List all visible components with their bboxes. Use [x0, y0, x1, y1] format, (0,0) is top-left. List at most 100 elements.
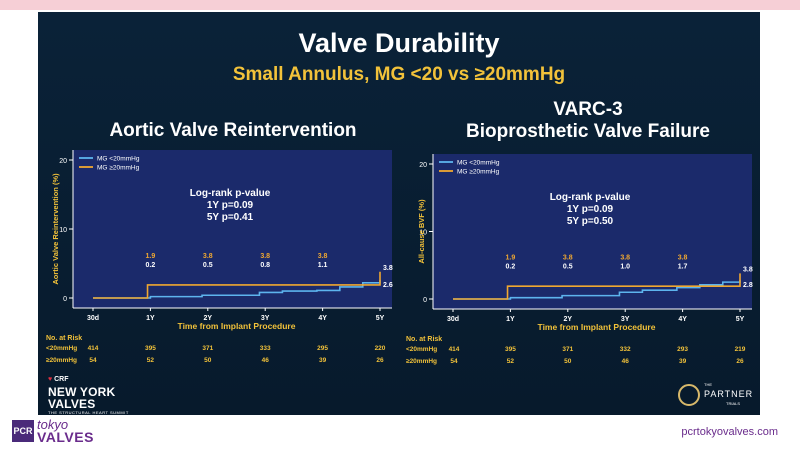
chart-2-y-tick-label: 10	[419, 230, 427, 237]
chart-1-title: Aortic Valve Reintervention	[109, 120, 357, 141]
chart-2-plot-bg	[433, 154, 752, 309]
chart-1-point-label-lo: 0.2	[146, 262, 156, 269]
chart-1-point-label-lo: 1.1	[318, 262, 328, 269]
crf-label: CRF	[54, 376, 69, 383]
chart-1-at-risk-value: 50	[204, 357, 212, 364]
chart-2-point-label-hi: 3.8	[620, 254, 630, 261]
chart-1-x-tick-label: 1Y	[146, 315, 155, 322]
chart-2-y-tick-label: 0	[423, 297, 427, 304]
chart-2-at-risk-row-label: <20mmHg	[406, 346, 437, 353]
footer-site: pcrtokyovalves.com	[681, 426, 778, 438]
chart-1-at-risk-value: 26	[376, 357, 384, 364]
chart-2-x-tick-label: 3Y	[621, 316, 630, 323]
chart-2-y-label: All-cause BVF (%)	[417, 199, 426, 264]
chart-2-at-risk-value: 332	[620, 346, 631, 353]
chart-2-x-label: Time from Implant Procedure	[538, 322, 656, 332]
ny-line2: VALVES	[48, 397, 96, 411]
chart-1-series-1-end-label: 2.6	[383, 282, 393, 289]
chart-2-annotation-line: 5Y p=0.50	[567, 216, 614, 227]
chart-1-at-risk-value: 220	[375, 345, 386, 352]
chart-2-at-risk-title: No. at Risk	[406, 336, 442, 343]
chart-1-at-risk-row-label: ≥20mmHg	[46, 357, 77, 364]
chart-2-annotation-line: Log-rank p-value	[550, 192, 631, 203]
chart-1-x-tick-label: 30d	[87, 315, 99, 322]
chart-2-x-tick-label: 1Y	[506, 316, 515, 323]
chart-2-series-2-line	[453, 273, 741, 300]
chart-1-at-risk-value: 371	[202, 345, 213, 352]
chart-1-y-tick-label: 20	[59, 158, 67, 165]
chart-1-series-2-end-label: 3.8	[383, 265, 393, 272]
chart-1-point-label-hi: 3.8	[260, 253, 270, 260]
partner-ring-icon	[678, 384, 700, 406]
chart-1-point-label-lo: 0.5	[203, 262, 213, 269]
pcr-line1: tokyo	[37, 417, 69, 432]
chart-2-at-risk-value: 54	[450, 358, 458, 365]
charts-canvas: 0 10 20 30d 1Y 2Y 3Y 4Y 5Y Time from Implant Proc…	[46, 150, 753, 365]
chart-2-annotation-line: 1Y p=0.09	[567, 204, 614, 215]
chart-1-x-tick-label: 2Y	[204, 315, 213, 322]
chart-1-y-tick-label: 10	[59, 227, 67, 234]
chart-1-y-tick-label: 0	[63, 296, 67, 303]
chart-2-at-risk-value: 414	[449, 346, 460, 353]
new-york-valves-logo: ♥ CRF NEW YORK VALVES THE STRUCTURAL HEA…	[48, 376, 129, 415]
slide-subtitle: Small Annulus, MG <20 vs ≥20mmHg	[232, 64, 566, 85]
chart-2-series-1-end-label: 2.8	[743, 282, 753, 289]
chart-1-at-risk-title: No. at Risk	[46, 335, 82, 342]
chart-1-at-risk-value: 52	[147, 357, 155, 364]
slide: Valve Durability Small Annulus, MG <20 v…	[38, 12, 760, 415]
chart-1-legend-label: MG <20mmHg	[97, 156, 140, 163]
chart-1-at-risk-value: 395	[145, 345, 156, 352]
pcr-box: PCR	[12, 420, 34, 442]
chart-2-point-label-hi: 3.8	[678, 254, 688, 261]
chart-2-title: VARC-3 Bioprosthetic Valve Failure	[466, 99, 710, 142]
partner-small: THE	[704, 382, 712, 387]
chart-2-x-tick-label: 4Y	[678, 316, 687, 323]
chart-2-point-label-lo: 0.2	[506, 263, 516, 270]
chart-1-at-risk-value: 295	[317, 345, 328, 352]
chart-1-annotation-line: Log-rank p-value	[190, 188, 271, 199]
chart-2-series-2-end-label: 3.8	[743, 266, 753, 273]
chart-1-point-label-lo: 0.8	[260, 262, 270, 269]
chart-2-at-risk-value: 52	[507, 358, 515, 365]
pcr-line2: VALVES	[37, 429, 94, 445]
chart-2-legend-label: MG <20mmHg	[457, 160, 500, 167]
chart-2-x-tick-label: 5Y	[736, 316, 745, 323]
pcr-tokyo-valves-logo: PCR tokyo VALVES	[12, 418, 94, 444]
chart-2-at-risk-value: 219	[735, 346, 746, 353]
chart-2-at-risk-value: 39	[679, 358, 687, 365]
partner-small2: TRIALS	[726, 401, 741, 406]
chart-1-point-label-hi: 3.8	[318, 253, 328, 260]
chart-1-point-label-hi: 1.9	[146, 253, 156, 260]
chart-1-at-risk-row-label: <20mmHg	[46, 345, 77, 352]
chart-1-point-label-hi: 3.8	[203, 253, 213, 260]
chart-1-at-risk-value: 39	[319, 357, 327, 364]
chart-1-plot-bg	[73, 150, 392, 308]
chart-1-at-risk-value: 333	[260, 345, 271, 352]
chart-2-at-risk-value: 395	[505, 346, 516, 353]
chart-1-x-tick-label: 4Y	[318, 315, 327, 322]
partner-trials-logo: THE PARTNER TRIALS	[674, 380, 752, 412]
chart-1-y-label: Aortic Valve Reintervention (%)	[51, 173, 60, 285]
chart-2-point-label-hi: 1.9	[506, 254, 516, 261]
chart-1-x-tick-label: 5Y	[376, 315, 385, 322]
chart-2-at-risk-value: 46	[622, 358, 630, 365]
ny-tagline: THE STRUCTURAL HEART SUMMIT	[48, 410, 129, 415]
chart-1-at-risk-value: 46	[262, 357, 270, 364]
chart-2-series-1-line	[453, 280, 741, 300]
ny-line1: NEW YORK	[48, 385, 116, 399]
chart-1-series-2-line	[93, 271, 381, 299]
chart-1-legend-label: MG ≥20mmHg	[97, 165, 140, 172]
chart-1-x-tick-label: 3Y	[261, 315, 270, 322]
slide-title: Valve Durability	[298, 28, 500, 58]
chart-2-at-risk-row-label: ≥20mmHg	[406, 358, 437, 365]
chart-1-x-label: Time from Implant Procedure	[178, 321, 296, 331]
chart-2-x-tick-label: 30d	[447, 316, 459, 323]
chart-2-x-tick-label: 2Y	[564, 316, 573, 323]
chart-2-legend-label: MG ≥20mmHg	[457, 169, 500, 176]
chart-2-at-risk-value: 50	[564, 358, 572, 365]
chart-2-point-label-lo: 1.0	[620, 263, 630, 270]
chart-2-point-label-lo: 1.7	[678, 263, 688, 270]
chart-2-at-risk-value: 293	[677, 346, 688, 353]
chart-2-at-risk-value: 371	[562, 346, 573, 353]
chart-2-y-tick-label: 20	[419, 162, 427, 169]
